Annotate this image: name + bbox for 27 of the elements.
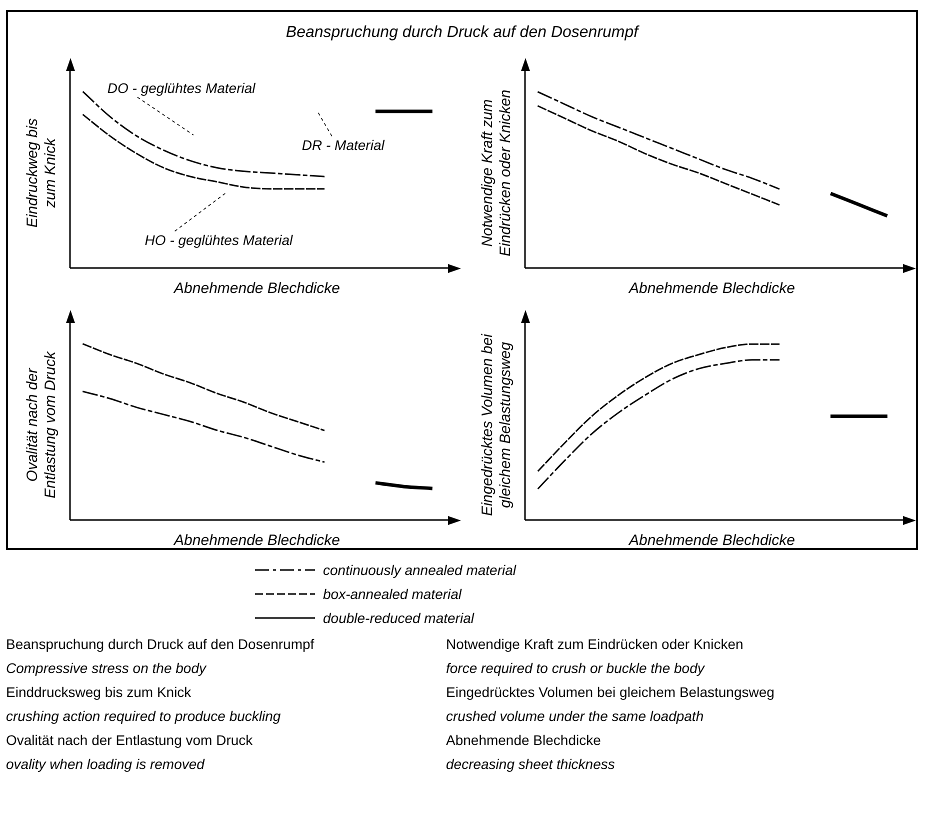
- text: decreasing sheet thickness: [446, 756, 616, 774]
- text: Notwendige Kraft zum Eindrücken oder Knicken: [446, 636, 744, 654]
- y-axis-title: Eingedrücktes Volumen bei gleichem Belastungsweg: [479, 333, 514, 516]
- legend-label: box-annealed material: [323, 586, 462, 602]
- text: Compressive stress on the body: [6, 660, 208, 678]
- x-axis-title: Abnehmende Blechdicke: [173, 280, 340, 298]
- text: ovality when loading is removed: [6, 756, 206, 774]
- chart-title: Beanspruchung durch Druck auf den Dosenrumpf: [284, 24, 640, 42]
- annotation: DR - Material: [302, 137, 386, 154]
- x-axis-title: Abnehmende Blechdicke: [628, 532, 795, 550]
- x-axis-title: Abnehmende Blechdicke: [173, 532, 340, 550]
- y-axis-title: Eindruckweg bis zum Knick: [24, 118, 60, 228]
- x-axis-title: Abnehmende Blechdicke: [628, 280, 795, 298]
- text: Beanspruchung durch Druck auf den Dosenrumpf: [6, 636, 316, 654]
- text: crushed volume under the same loadpath: [446, 708, 705, 726]
- text: Ovalität nach der Entlastung vom Druck: [6, 732, 254, 750]
- annotation: DO - geglühtes Material: [107, 80, 256, 96]
- text: Abnehmende Blechdicke: [446, 732, 602, 750]
- text: Einddrucksweg bis zum Knick: [6, 684, 192, 702]
- legend-label: continuously annealed material: [323, 562, 516, 578]
- text: force required to crush or buckle the body: [446, 660, 706, 678]
- legend-label: double-reduced material: [323, 610, 474, 626]
- y-axis-title: Ovalität nach der Entlastung vom Druck: [24, 350, 60, 498]
- annotation: HO - geglühtes Material: [144, 232, 294, 248]
- y-axis-title: Notwendige Kraft zum Eindrücken oder Knicken: [479, 90, 514, 256]
- text: Eingedrücktes Volumen bei gleichem Belastungsweg: [446, 684, 776, 702]
- text: crushing action required to produce buckling: [6, 708, 282, 726]
